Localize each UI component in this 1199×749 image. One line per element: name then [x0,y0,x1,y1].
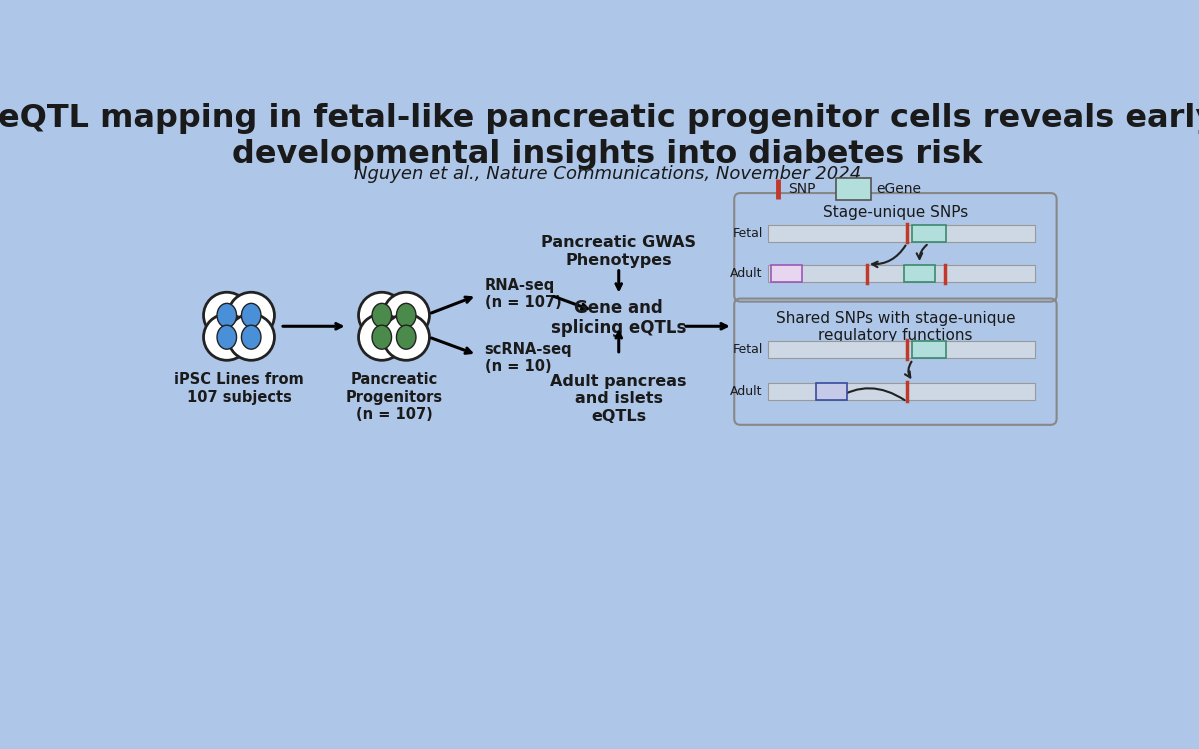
Text: Nguyen et al., Nature Communications, November 2024: Nguyen et al., Nature Communications, No… [354,165,861,183]
Circle shape [382,314,429,360]
Text: Fetal: Fetal [733,227,763,240]
FancyBboxPatch shape [769,225,1035,242]
Ellipse shape [241,325,261,349]
Text: Pancreatic GWAS
Phenotypes: Pancreatic GWAS Phenotypes [541,235,697,268]
FancyBboxPatch shape [904,265,935,282]
Text: Adult: Adult [730,385,763,398]
Text: RNA-seq
(n = 107): RNA-seq (n = 107) [484,278,561,310]
FancyBboxPatch shape [769,341,1035,358]
FancyBboxPatch shape [769,383,1035,400]
Text: eQTL mapping in fetal-like pancreatic progenitor cells reveals early
development: eQTL mapping in fetal-like pancreatic pr… [0,103,1199,170]
Circle shape [382,292,429,339]
Ellipse shape [372,303,392,327]
Text: Gene and
splicing eQTLs: Gene and splicing eQTLs [552,299,687,337]
Text: Fetal: Fetal [733,343,763,356]
FancyBboxPatch shape [769,265,1035,282]
FancyBboxPatch shape [817,383,848,400]
Ellipse shape [397,325,416,349]
FancyBboxPatch shape [836,178,870,200]
Text: Adult: Adult [730,267,763,280]
Ellipse shape [217,325,236,349]
Text: Shared SNPs with stage-unique
regulatory functions: Shared SNPs with stage-unique regulatory… [776,311,1016,343]
Circle shape [359,314,405,360]
Text: iPSC Lines from
107 subjects: iPSC Lines from 107 subjects [174,372,303,405]
Ellipse shape [397,303,416,327]
Text: Pancreatic
Progenitors
(n = 107): Pancreatic Progenitors (n = 107) [345,372,442,422]
Circle shape [228,314,275,360]
Circle shape [204,292,251,339]
Text: SNP: SNP [788,182,815,196]
Text: Stage-unique SNPs: Stage-unique SNPs [823,205,968,220]
Text: scRNA-seq
(n = 10): scRNA-seq (n = 10) [484,342,572,374]
FancyBboxPatch shape [911,225,946,242]
Text: Adult pancreas
and islets
eQTLs: Adult pancreas and islets eQTLs [550,374,687,424]
Circle shape [228,292,275,339]
FancyBboxPatch shape [911,341,946,358]
Text: eGene: eGene [876,182,921,196]
Circle shape [359,292,405,339]
FancyBboxPatch shape [771,265,802,282]
Circle shape [204,314,251,360]
Ellipse shape [217,303,236,327]
Ellipse shape [241,303,261,327]
Ellipse shape [372,325,392,349]
